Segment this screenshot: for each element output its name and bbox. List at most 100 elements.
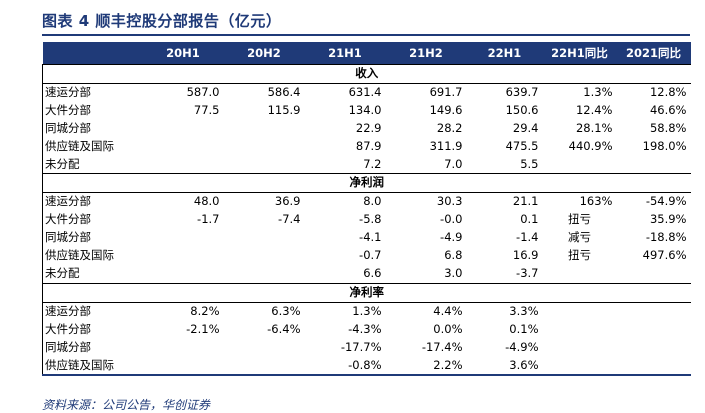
table-cell: 475.5 — [505, 138, 539, 153]
header-cell: 20H1 — [142, 42, 224, 65]
table-cell: 扭亏 — [568, 212, 591, 227]
table-cell: 3.3% — [509, 303, 539, 318]
table-cell: 5.5 — [520, 156, 539, 171]
header-cell: 22H1 — [466, 42, 543, 65]
table-cell — [543, 321, 617, 339]
row-label: 大件分部 — [42, 101, 143, 120]
table-cell: -1.4 — [516, 230, 539, 245]
table-cell: 311.9 — [429, 138, 463, 153]
table-cell — [224, 138, 305, 156]
table-cell: 639.7 — [505, 84, 539, 99]
table-cell — [224, 247, 305, 265]
table-cell: -54.9% — [645, 194, 687, 209]
table-cell: 4.4% — [433, 303, 463, 318]
table-cell: 7.2 — [363, 156, 382, 171]
table-cell — [543, 265, 617, 283]
header-cell: 20H2 — [223, 42, 305, 65]
table-cell — [543, 302, 617, 320]
table-cell — [617, 156, 691, 174]
table-cell: 198.0% — [642, 138, 687, 153]
table-cell — [617, 321, 691, 339]
table-cell: 77.5 — [193, 102, 220, 117]
table-cell — [143, 156, 224, 174]
title-rule — [42, 34, 690, 36]
table-cell: 0.0% — [433, 321, 463, 336]
table-row: 同城分部 -17.7% -17.4% -4.9% — [42, 338, 691, 357]
row-label: 供应链及国际 — [42, 247, 143, 265]
table-cell: -4.9 — [440, 230, 463, 245]
table-row: 大件分部 -2.1% -6.4% -4.3% 0.0% 0.1% — [42, 320, 691, 339]
table-cell: 1.3% — [583, 84, 613, 99]
table-cell: 22.9 — [355, 120, 382, 135]
table-cell: 6.8 — [444, 248, 463, 263]
header-cell: 21H2 — [385, 42, 467, 65]
header-cell: 21H1 — [304, 42, 386, 65]
table-cell: 48.0 — [193, 194, 220, 209]
table-cell: 7.0 — [444, 156, 463, 171]
table-cell — [542, 356, 617, 377]
table-cell — [617, 339, 691, 357]
table-cell — [143, 339, 224, 357]
table-cell — [224, 339, 305, 357]
section-title: 净利率 — [42, 282, 691, 303]
table-cell: 6.3% — [271, 303, 301, 318]
table-cell: 150.6 — [505, 102, 539, 117]
row-label: 大件分部 — [42, 320, 143, 339]
source-note: 资料来源：公司公告，华创证券 — [42, 398, 211, 412]
table-cell: 115.9 — [267, 102, 301, 117]
table-row: 同城分部 -4.1 -4.9 -1.4 减亏 -18.8% — [42, 229, 691, 248]
table-cell — [223, 356, 305, 377]
table-cell: 8.0 — [363, 194, 382, 209]
table-cell: -0.8% — [304, 356, 386, 377]
table-row: 同城分部 22.9 28.2 29.4 28.1% 58.8% — [42, 119, 691, 138]
table-cell: -18.8% — [645, 230, 687, 245]
table-cell: 2.2% — [385, 356, 467, 377]
row-label: 大件分部 — [42, 211, 143, 230]
table-cell: 134.0 — [348, 102, 382, 117]
table-cell: 691.7 — [429, 84, 463, 99]
table-cell: 586.4 — [267, 84, 301, 99]
section-row: 收入 — [42, 64, 691, 84]
header-cell-blank — [42, 42, 143, 65]
table-body: 收入 速运分部 587.0 586.4 631.4 691.7 639.7 1.3% 12.8%… — [42, 64, 691, 377]
table-cell: 0.1 — [520, 212, 539, 227]
table-cell: -1.7 — [197, 212, 220, 227]
table-cell: 21.1 — [512, 194, 539, 209]
table-cell: 87.9 — [355, 138, 382, 153]
table-row: 供应链及国际 -0.8% 2.2% 3.6% — [42, 356, 691, 377]
table-cell — [143, 120, 224, 138]
row-label: 速运分部 — [42, 302, 143, 321]
table-cell: 163% — [579, 194, 613, 209]
table-cell: -5.8 — [359, 212, 382, 227]
table-cell: 46.6% — [649, 102, 687, 117]
table-cell: 587.0 — [186, 84, 220, 99]
table-cell — [617, 265, 691, 283]
table-cell: -6.4% — [267, 321, 301, 336]
table-cell: 3.6% — [466, 356, 543, 377]
table-cell — [224, 120, 305, 138]
table-cell: 497.6% — [642, 248, 687, 263]
table-cell — [143, 265, 224, 283]
segment-report-table: 20H1 20H2 21H1 21H2 22H1 22H1同比 2021同比 收入 速运分部 5… — [42, 42, 691, 377]
table-cell: 28.2 — [436, 120, 463, 135]
row-label: 未分配 — [42, 264, 143, 284]
header-cell: 22H1同比 — [542, 42, 617, 65]
table-cell: 16.9 — [512, 248, 539, 263]
row-label: 速运分部 — [42, 83, 143, 102]
table-row: 未分配 6.6 3.0 -3.7 — [42, 264, 691, 284]
table-header-row: 20H1 20H2 21H1 21H2 22H1 22H1同比 2021同比 — [42, 42, 691, 65]
row-label: 供应链及国际 — [42, 356, 143, 377]
table-cell: -4.1 — [359, 230, 382, 245]
table-cell: 12.4% — [575, 102, 613, 117]
header-cell: 2021同比 — [616, 42, 691, 65]
table-cell: 0.1% — [509, 321, 539, 336]
row-label: 未分配 — [42, 155, 143, 174]
table-cell: 扭亏 — [568, 248, 591, 263]
row-label: 供应链及国际 — [42, 137, 143, 156]
table-row: 速运分部 8.2% 6.3% 1.3% 4.4% 3.3% — [42, 302, 691, 321]
table-cell — [617, 302, 691, 320]
row-label: 同城分部 — [42, 119, 143, 138]
table-row: 供应链及国际 -0.7 6.8 16.9 扭亏 497.6% — [42, 247, 691, 265]
table-cell: 30.3 — [436, 194, 463, 209]
table-cell — [224, 156, 305, 174]
